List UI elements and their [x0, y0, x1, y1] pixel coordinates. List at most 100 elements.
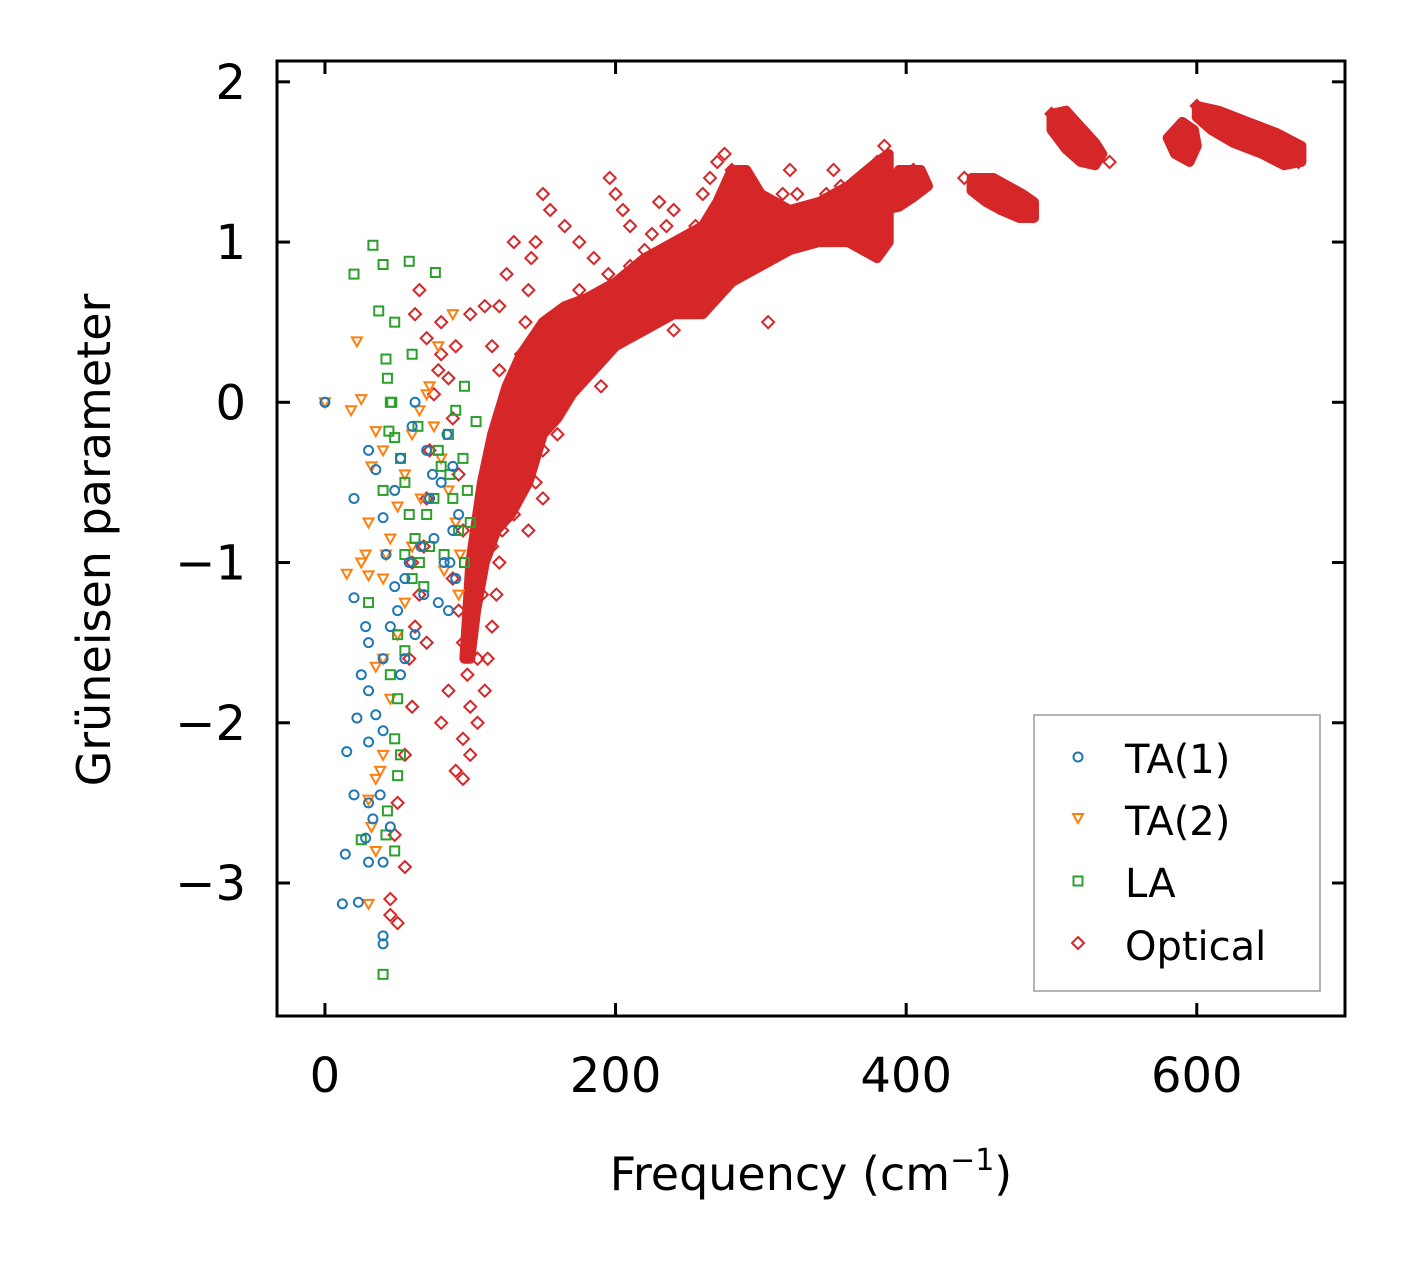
- optical-point: [811, 210, 827, 226]
- optical-point: [550, 426, 565, 442]
- ta1-point: [406, 420, 418, 432]
- la-point: [412, 420, 424, 432]
- optical-point: [382, 891, 398, 907]
- optical-point: [506, 507, 522, 522]
- x-axis-title: Frequency (cm−1): [610, 1143, 1013, 1201]
- la-point: [453, 524, 465, 536]
- optical-point: [702, 170, 718, 186]
- optical-point: [622, 218, 638, 234]
- optical-point: [818, 186, 834, 202]
- optical-point: [891, 186, 907, 202]
- optical-point: [884, 178, 900, 194]
- optical-point: [499, 442, 514, 458]
- ta2-point: [376, 749, 390, 762]
- optical-point: [637, 242, 653, 258]
- optical-point: [746, 218, 762, 234]
- la-point: [381, 372, 393, 384]
- optical-point: [571, 354, 587, 370]
- ta1-point: [399, 653, 411, 665]
- optical-point: [622, 258, 638, 274]
- ta1-point: [415, 541, 427, 553]
- ta2-point: [383, 533, 398, 546]
- optical-point: [419, 491, 435, 506]
- legend-item-optical: Optical: [1070, 924, 1266, 970]
- optical-point: [542, 202, 558, 218]
- optical-point: [1262, 138, 1277, 154]
- optical-point: [782, 162, 798, 178]
- optical-point: [448, 338, 464, 354]
- ta1-point: [392, 605, 404, 617]
- optical-point: [767, 234, 783, 250]
- ta1-point: [384, 821, 396, 833]
- ta1-point: [441, 428, 453, 440]
- ta1-point: [377, 856, 389, 868]
- ta1-point: [348, 592, 360, 604]
- la-point: [373, 305, 385, 317]
- legend-item-ta1: TA(1): [1072, 737, 1230, 783]
- optical-point: [666, 322, 682, 338]
- ta2-point: [398, 597, 412, 610]
- ta2-point: [369, 426, 383, 439]
- optical-point: [419, 330, 435, 346]
- optical-point: [499, 266, 514, 282]
- optical-point: [760, 314, 776, 330]
- optical-point: [731, 186, 747, 202]
- y-tick-label: 0: [215, 375, 246, 431]
- ta2-point: [376, 573, 390, 586]
- optical-point: [480, 651, 496, 667]
- la-point: [461, 484, 473, 496]
- optical-point: [509, 378, 525, 394]
- ta2-point: [354, 557, 368, 570]
- optical-point: [753, 250, 769, 266]
- optical-point: [477, 298, 493, 314]
- optical-point: [608, 306, 623, 322]
- la-point: [399, 476, 411, 488]
- optical-point: [445, 410, 461, 426]
- ta1-point: [370, 709, 382, 721]
- optical-point: [455, 635, 471, 651]
- optical-point: [535, 186, 551, 202]
- optical-point: [702, 250, 718, 266]
- la-point: [381, 805, 393, 817]
- optical-point: [451, 603, 467, 619]
- optical-point: [571, 234, 587, 250]
- optical-point: [615, 202, 631, 218]
- optical-point: [659, 218, 674, 234]
- la-point: [392, 693, 404, 705]
- ta1-point: [355, 669, 367, 681]
- plot-frame: [275, 59, 1347, 1018]
- la-point: [458, 557, 470, 569]
- optical-point: [488, 587, 504, 602]
- optical-point: [491, 298, 507, 314]
- optical-point: [971, 173, 987, 189]
- ta1-point: [444, 557, 456, 569]
- ta2-point: [361, 517, 376, 530]
- optical-point: [520, 523, 536, 538]
- optical-point: [1102, 154, 1118, 170]
- ta2-point: [427, 421, 441, 434]
- optical-point: [411, 587, 427, 602]
- optical-point: [484, 338, 500, 354]
- optical-point: [724, 162, 740, 178]
- optical-point: [789, 186, 805, 202]
- optical-point: [397, 747, 413, 763]
- ta1-point: [377, 653, 389, 665]
- optical-point: [520, 426, 536, 442]
- ta1-point: [395, 669, 407, 681]
- ta1-point: [409, 629, 421, 641]
- optical-point: [906, 162, 921, 178]
- optical-point: [404, 555, 420, 570]
- optical-point: [833, 178, 849, 194]
- optical-point: [644, 226, 660, 242]
- legend-label-optical: Optical: [1125, 924, 1266, 970]
- la-point: [435, 460, 447, 472]
- x-axis-title-superscript: −1: [950, 1143, 994, 1178]
- optical-point: [876, 138, 892, 154]
- la-point: [377, 968, 389, 980]
- optical-point: [862, 202, 878, 218]
- la-point: [380, 829, 392, 841]
- ta2-point: [361, 898, 376, 911]
- optical-point: [1291, 154, 1306, 170]
- optical-point: [470, 715, 485, 731]
- optical-point: [462, 306, 478, 322]
